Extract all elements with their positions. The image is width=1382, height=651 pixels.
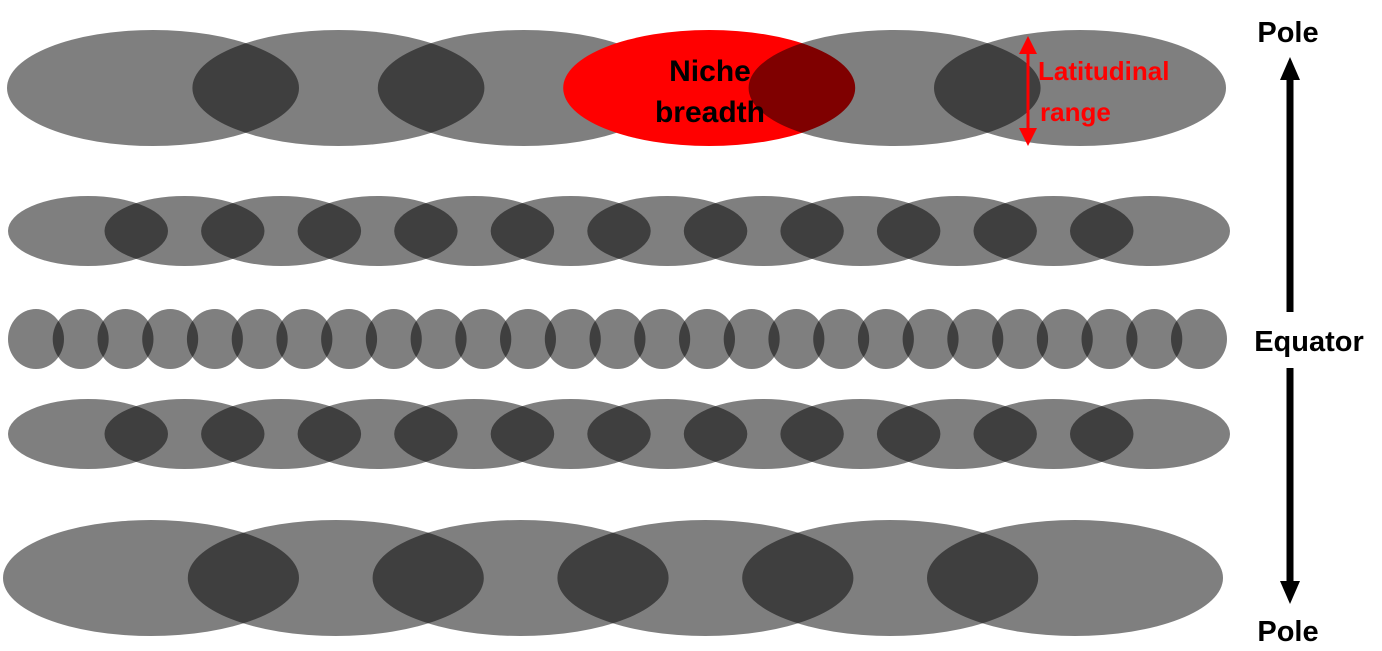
species-range-ellipse: [902, 309, 959, 369]
species-range-ellipse: [947, 309, 1004, 369]
species-range-ellipse: [321, 309, 378, 369]
species-range-ellipse: [52, 309, 109, 369]
species-range-ellipse: [231, 309, 288, 369]
latitudinal-range-label-line1: Latitudinal: [1038, 56, 1169, 86]
niche-breadth-label-line1: Niche: [669, 55, 751, 88]
species-range-ellipse: [589, 309, 646, 369]
equator-label: Equator: [1254, 326, 1364, 358]
species-range-ellipse: [1070, 196, 1230, 266]
species-range-ellipse: [927, 520, 1223, 636]
species-range-ellipse: [276, 309, 333, 369]
row-mid-bottom: [8, 399, 1230, 469]
species-range-ellipse: [97, 309, 154, 369]
species-range-ellipse: [186, 309, 243, 369]
species-range-ellipse: [723, 309, 780, 369]
species-range-ellipse: [500, 309, 556, 369]
species-range-ellipse: [813, 309, 870, 369]
species-range-ellipse: [455, 309, 512, 369]
latitudinal-range-arrow: [1019, 36, 1037, 146]
species-range-ellipse: [634, 309, 691, 369]
species-range-ellipse: [1126, 309, 1183, 369]
species-range-ellipse: [8, 309, 64, 369]
species-range-ellipse: [142, 309, 199, 369]
species-range-ellipse: [365, 309, 422, 369]
row-equator: [8, 309, 1227, 369]
species-range-ellipse: [1070, 399, 1230, 469]
species-range-ellipse: [768, 309, 825, 369]
species-range-ellipse: [1171, 309, 1227, 369]
pole-bottom-label: Pole: [1257, 616, 1318, 648]
row-pole-top: [7, 30, 1226, 146]
pole-up-arrow: [1280, 57, 1300, 312]
pole-down-arrow: [1280, 368, 1300, 604]
species-range-ellipse: [1036, 309, 1093, 369]
species-range-ellipse: [934, 30, 1226, 146]
row-pole-bottom: [3, 520, 1223, 636]
species-range-ellipse: [1081, 309, 1138, 369]
niche-breadth-label-line2: breadth: [655, 96, 765, 129]
species-range-ellipse: [857, 309, 914, 369]
species-range-rows: [3, 30, 1230, 636]
pole-top-label: Pole: [1257, 17, 1318, 49]
latitudinal-range-label-line2: range: [1040, 97, 1111, 127]
row-mid-top: [8, 196, 1230, 266]
species-range-ellipse: [992, 309, 1049, 369]
species-range-ellipse: [544, 309, 601, 369]
species-range-ellipse: [679, 309, 735, 369]
species-range-ellipse: [410, 309, 467, 369]
